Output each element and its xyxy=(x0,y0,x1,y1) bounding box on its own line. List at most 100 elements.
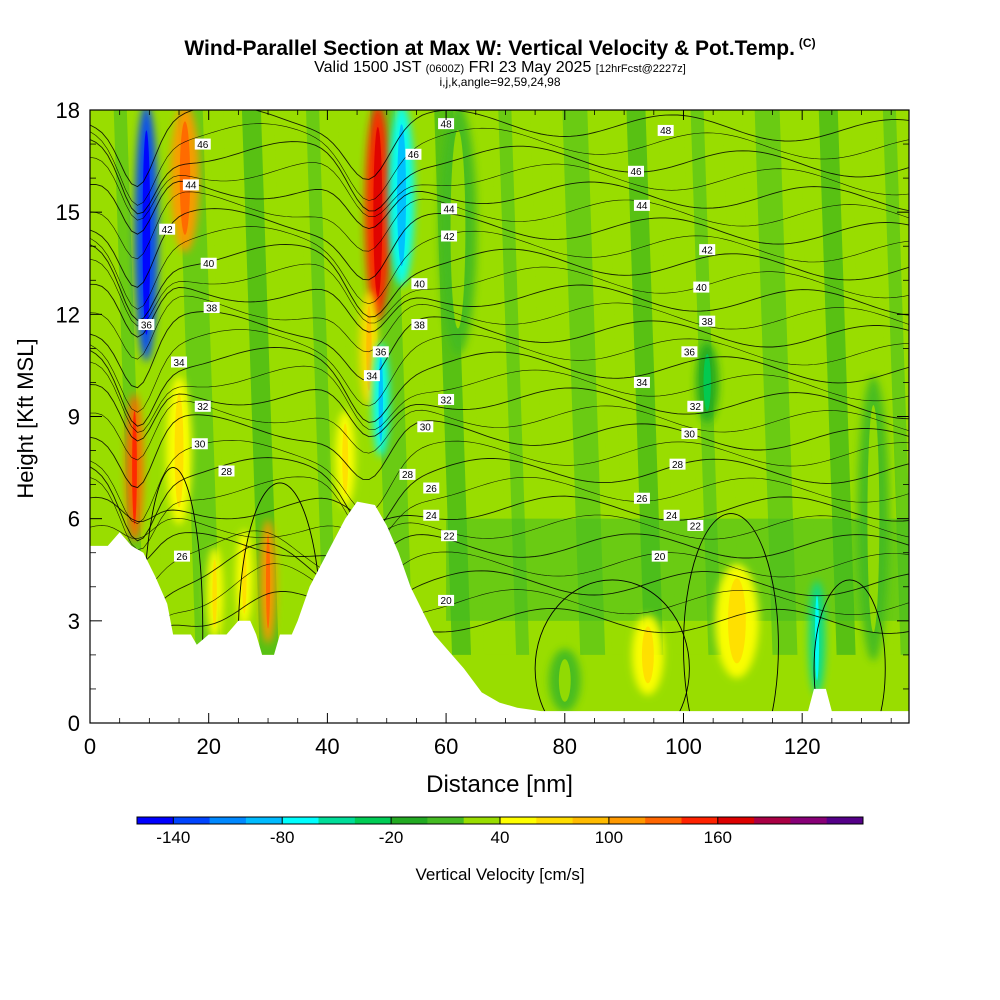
theta-contour-label-text: 46 xyxy=(630,167,642,178)
theta-contour-label-text: 26 xyxy=(176,552,188,563)
theta-contour-label-text: 38 xyxy=(414,320,426,331)
velocity-core xyxy=(378,356,384,443)
velocity-core xyxy=(179,121,191,235)
theta-contour-label: 22 xyxy=(441,530,458,542)
theta-contour xyxy=(90,476,909,551)
theta-contour-label: 30 xyxy=(417,421,434,434)
theta-contour-label-text: 32 xyxy=(441,395,453,406)
theta-contour xyxy=(90,208,909,288)
colorbar-swatch xyxy=(645,817,682,824)
chart-subtitle: Valid 1500 JST (0600Z) FRI 23 May 2025 [… xyxy=(314,59,686,76)
theta-contour xyxy=(813,579,886,723)
theta-contour-label-text: 44 xyxy=(636,201,648,212)
colorbar-swatch xyxy=(790,817,828,824)
theta-contour-label: 34 xyxy=(171,356,188,369)
theta-contour-label-text: 44 xyxy=(185,181,197,192)
theta-contour-label: 26 xyxy=(423,482,440,495)
theta-contour-label: 48 xyxy=(438,118,455,130)
theta-contour-label: 40 xyxy=(693,281,710,294)
colorbar-swatch xyxy=(427,817,465,824)
x-axis-label: Distance [nm] xyxy=(426,771,573,798)
colorbar-swatch xyxy=(608,817,646,824)
theta-contour-label: 44 xyxy=(182,179,199,192)
theta-contour-label: 38 xyxy=(699,315,716,328)
theta-contour xyxy=(90,457,909,542)
theta-contour-label-text: 48 xyxy=(660,126,672,137)
theta-contour-label-text: 32 xyxy=(197,402,209,413)
theta-contour-label: 26 xyxy=(633,492,650,505)
theta-contour-label: 32 xyxy=(687,400,704,413)
colorbar-swatch xyxy=(572,817,610,824)
colorbar-swatch xyxy=(754,817,791,824)
theta-contour-label-text: 40 xyxy=(203,259,215,270)
theta-contour-label-text: 28 xyxy=(221,467,233,478)
theta-contour xyxy=(90,244,909,321)
colorbar-label: Vertical Velocity [cm/s] xyxy=(415,865,584,884)
colorbar-swatch xyxy=(209,817,247,824)
theta-contour xyxy=(90,542,909,619)
theta-contour-label-text: 24 xyxy=(426,511,438,522)
theta-contour xyxy=(90,532,909,568)
theta-contour-label: 44 xyxy=(633,199,650,212)
y-tick-label: 0 xyxy=(68,711,80,736)
theta-contour-label: 28 xyxy=(669,458,686,471)
theta-contour-label: 24 xyxy=(663,509,680,522)
colorbar-swatch xyxy=(318,817,356,824)
colorbar-swatch xyxy=(536,817,573,824)
theta-contour xyxy=(683,513,779,723)
velocity-core xyxy=(727,578,746,664)
theta-contour xyxy=(90,123,909,206)
colorbar-swatch xyxy=(282,817,319,824)
velocity-core xyxy=(242,542,247,614)
theta-contour-label: 20 xyxy=(651,550,668,563)
colorbar-swatch xyxy=(245,817,283,824)
x-tick-label: 20 xyxy=(196,734,220,759)
velocity-band xyxy=(273,110,317,655)
velocity-core xyxy=(265,534,271,629)
theta-contour xyxy=(90,295,909,360)
theta-contour xyxy=(90,191,909,260)
theta-contour xyxy=(90,439,909,525)
chart-title: Wind-Parallel Section at Max W: Vertical… xyxy=(184,36,816,60)
chart-indices: i,j,k,angle=92,59,24,98 xyxy=(439,75,561,89)
theta-contour-label: 34 xyxy=(633,376,650,389)
y-tick-label: 12 xyxy=(56,302,80,327)
velocity-core xyxy=(641,626,654,684)
theta-contour xyxy=(90,226,909,310)
theta-contour-label: 40 xyxy=(411,278,428,290)
theta-contour xyxy=(90,139,909,215)
theta-contour xyxy=(90,157,909,221)
theta-contour-label-text: 38 xyxy=(206,303,218,314)
theta-contour-label: 36 xyxy=(681,346,698,359)
theta-contour-label: 36 xyxy=(372,346,389,359)
theta-contour-label-text: 48 xyxy=(441,119,453,130)
theta-contour-label: 46 xyxy=(405,148,422,161)
theta-contour xyxy=(90,414,909,489)
colorbar-swatch xyxy=(717,817,755,824)
theta-contour-label-text: 44 xyxy=(443,205,455,216)
theta-contour-label-text: 34 xyxy=(173,358,185,369)
theta-contour-label-text: 28 xyxy=(672,460,684,471)
colorbar-swatch xyxy=(500,817,537,824)
theta-contour xyxy=(90,258,909,327)
velocity-band xyxy=(915,110,952,655)
velocity-core xyxy=(703,354,711,411)
theta-contour xyxy=(90,384,909,442)
velocity-band xyxy=(446,518,909,621)
theta-contour xyxy=(90,361,909,433)
theta-contour-label-text: 40 xyxy=(414,279,426,290)
y-axis-label: Height [Kft MSL] xyxy=(13,338,38,498)
theta-contour-label-text: 40 xyxy=(696,283,708,294)
colorbar-tick-label: 160 xyxy=(704,828,732,847)
colorbar-swatch xyxy=(137,817,174,824)
x-tick-label: 120 xyxy=(784,734,821,759)
theta-contour xyxy=(90,400,909,461)
theta-contour-label-text: 36 xyxy=(375,348,387,359)
velocity-core xyxy=(558,659,571,702)
theta-contour-label: 46 xyxy=(628,165,644,178)
theta-contour-label: 24 xyxy=(423,509,440,522)
y-tick-label: 18 xyxy=(56,98,80,123)
velocity-core xyxy=(174,393,184,508)
colorbar-swatch xyxy=(173,817,210,824)
